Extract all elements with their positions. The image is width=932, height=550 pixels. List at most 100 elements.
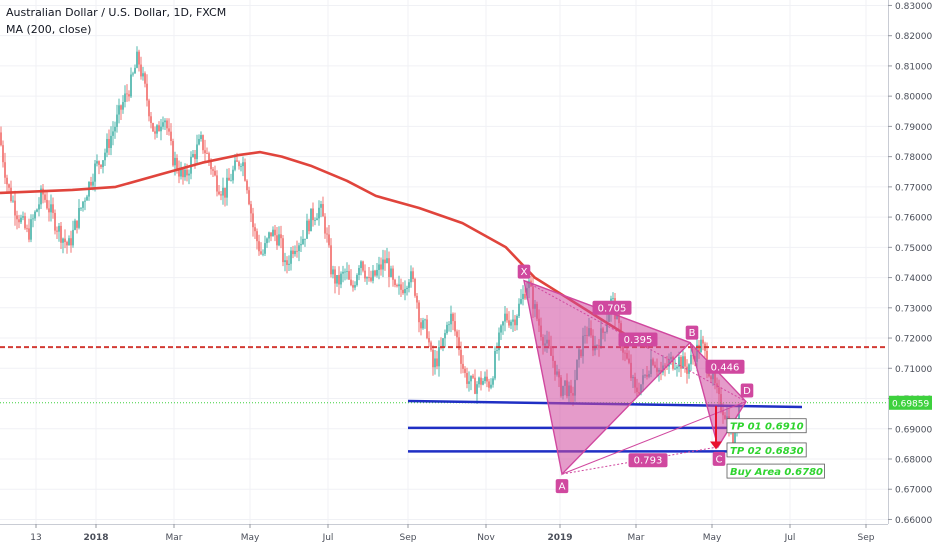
price-tick-label: 0.82000 — [895, 32, 932, 42]
price-tick-label: 0.81000 — [895, 62, 932, 72]
candle-body — [46, 199, 48, 209]
candle-body — [512, 319, 514, 322]
time-tick-label: Mar — [166, 533, 183, 543]
candle-body — [394, 279, 396, 286]
candle-body — [430, 342, 432, 350]
indicator-label[interactable]: MA (200, close) — [6, 23, 92, 36]
candle-body — [192, 154, 194, 157]
candle-body — [110, 135, 112, 148]
horizontal-levels — [0, 346, 888, 453]
candle-body — [480, 377, 482, 385]
candle-body — [436, 358, 438, 367]
candle-body — [490, 384, 492, 388]
candle-body — [500, 325, 502, 333]
candle-body — [318, 207, 320, 219]
candle-body — [22, 216, 24, 218]
candle-body — [16, 215, 18, 220]
ratio-label: 0.793 — [634, 456, 663, 467]
ratio-label: 0.705 — [598, 303, 627, 314]
candle-body — [448, 324, 450, 326]
candle-body — [316, 218, 318, 221]
time-tick-label: Sep — [400, 533, 417, 543]
price-tick-label: 0.71000 — [895, 365, 932, 375]
candle-body — [222, 187, 224, 196]
candle-body — [34, 211, 36, 219]
candle-body — [138, 51, 140, 65]
candle-body — [472, 375, 474, 378]
candle-body — [10, 187, 12, 201]
candle-body — [230, 180, 232, 182]
candle-body — [182, 169, 184, 178]
candle-body — [438, 347, 440, 367]
candle-body — [100, 164, 102, 168]
target-box — [726, 463, 825, 479]
candle-body — [452, 313, 454, 322]
candle-body — [208, 153, 210, 161]
candle-body — [74, 220, 76, 230]
candle-body — [58, 225, 60, 232]
candle-body — [126, 93, 128, 95]
candle-body — [400, 284, 402, 290]
candle-body — [130, 74, 132, 97]
candle-body — [146, 83, 148, 101]
candle-body — [252, 213, 254, 228]
candle-body — [38, 204, 40, 210]
candle-body — [310, 208, 312, 232]
candle-body — [346, 271, 348, 272]
candle-body — [410, 271, 412, 283]
candle-body — [116, 114, 118, 127]
candle-body — [154, 131, 156, 134]
candle-body — [374, 270, 376, 276]
price-tick-label: 0.68000 — [895, 455, 932, 465]
candle-body — [76, 220, 78, 228]
candle-body — [328, 234, 330, 246]
candle-body — [432, 349, 434, 368]
candle-body — [236, 160, 238, 162]
candle-body — [290, 250, 292, 264]
candle-body — [94, 163, 96, 182]
price-tick-label: 0.73000 — [895, 304, 932, 314]
candle-body — [350, 279, 352, 286]
point-label-x: X — [521, 267, 528, 278]
candle-body — [62, 238, 64, 243]
candle-body — [106, 138, 108, 153]
candle-body — [420, 322, 422, 329]
candle-body — [114, 126, 116, 132]
point-label-d-bg — [740, 383, 754, 398]
candle-body — [70, 238, 72, 246]
price-tick-label: 0.69000 — [895, 425, 932, 435]
candle-body — [326, 233, 328, 235]
candle-body — [486, 376, 488, 382]
candle-body — [386, 258, 388, 264]
point-label-c: C — [716, 454, 723, 465]
time-axis-background — [0, 524, 932, 550]
candle-body — [390, 268, 392, 277]
candle-body — [340, 273, 342, 285]
candle-body — [496, 350, 498, 352]
candle-body — [122, 102, 124, 110]
price-axis[interactable]: 0.83000 0.82000 0.81000 0.80000 0.79000 0.780… — [888, 0, 932, 550]
time-axis[interactable]: 13 2018 Mar May Jul Sep Nov 2019 Mar May Jul Sep — [0, 524, 932, 550]
point-label-b: B — [689, 328, 696, 339]
target-box — [726, 418, 807, 434]
symbol-title[interactable]: Australian Dollar / U.S. Dollar, 1D, FXC… — [6, 6, 227, 19]
candle-body — [216, 175, 218, 192]
candle-body — [48, 208, 50, 213]
candle-body — [336, 275, 338, 284]
candle-body — [324, 216, 326, 234]
candle-body — [54, 212, 56, 231]
candle-body — [516, 315, 518, 326]
candle-body — [518, 303, 520, 316]
price-tick-label: 0.80000 — [895, 93, 932, 103]
candle-body — [296, 250, 298, 252]
candle-body — [306, 220, 308, 239]
candle-body — [134, 67, 136, 74]
candle-body — [402, 289, 404, 294]
price-tick-label: 0.78000 — [895, 153, 932, 163]
price-axis-background — [888, 0, 932, 550]
candle-body — [370, 277, 372, 281]
ratio-label-bg — [618, 332, 658, 347]
candle-body — [684, 356, 686, 367]
candle-body — [184, 169, 186, 178]
